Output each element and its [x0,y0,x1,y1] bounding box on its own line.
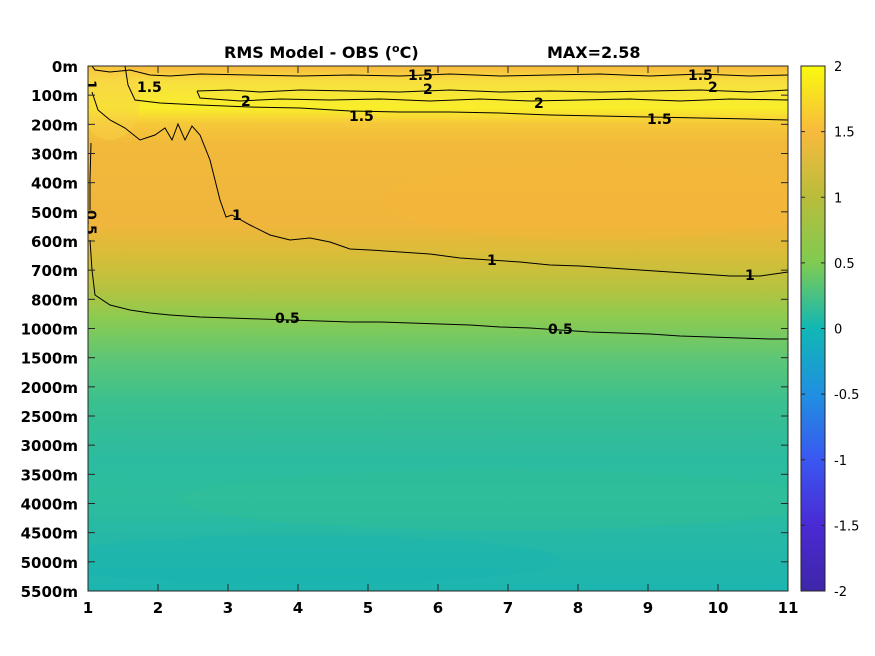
x-tick-label: 3 [223,599,233,617]
field-area: 1.5 2 1.5 2 2 1.5 2 1.5 1.5 1 1 1 0.5 0.… [82,66,788,591]
y-tick-label: 500m [31,204,78,222]
contour-label-1-5: 1.5 [349,109,374,125]
colorbar-tick-label: 2 [834,60,842,75]
y-tick-label: 700m [31,262,78,280]
contour-label-0-5: 0.5 [82,210,98,235]
y-tick-label: 1500m [21,350,78,368]
colorbar-tick-label: -0.5 [834,388,859,403]
contour-label-2: 2 [534,96,544,112]
colorbar-tick-label: -1.5 [834,519,859,534]
colorbar-tick-label: 1 [834,191,842,206]
x-tick-label: 1 [83,599,93,617]
x-tick-label: 8 [573,599,583,617]
colorbar-tick-label: 1.5 [834,126,855,141]
contour-label-2: 2 [423,82,433,98]
x-tick-label: 2 [153,599,163,617]
field-patch [380,160,788,240]
contour-line-1-5 [124,66,788,121]
y-tick-label: 3500m [21,466,78,484]
colorbar-tick-label: -2 [834,585,847,600]
contour-label-2: 2 [708,80,718,96]
y-axis: 0m100m200m300m400m500m600m700m800m1000m1… [21,58,788,601]
svg-text:RMS Model - OBS (oC): RMS Model - OBS (oC) [224,42,419,62]
contour-line-1 [91,91,788,277]
y-tick-label: 5000m [21,554,78,572]
y-tick-label: 600m [31,233,78,251]
contour-label-1: 1 [487,253,497,269]
y-tick-label: 200m [31,116,78,134]
colorbar-tick-label: -1 [834,454,847,469]
field-fill [88,66,788,591]
x-axis: 1 2 3 4 5 6 7 8 9 10 11 [83,66,799,617]
colorbar-tick-label: 0.5 [834,257,855,272]
x-tick-label: 10 [708,599,729,617]
contour-label-1: 1 [82,80,98,90]
y-tick-label: 800m [31,291,78,309]
contour-label-1: 1 [232,208,242,224]
y-tick-label: 100m [31,87,78,105]
contour-line-2 [196,89,788,102]
y-tick-label: 1000m [21,321,78,339]
y-tick-label: 5500m [21,583,78,601]
x-tick-label: 7 [503,599,513,617]
x-tick-label: 5 [363,599,373,617]
contour-label-2: 2 [241,94,251,110]
y-tick-label: 2000m [21,379,78,397]
field-patch [88,535,560,585]
contour-label-1-5: 1.5 [688,68,713,84]
field-patch [88,66,140,140]
contour-label-1-5: 1.5 [408,68,433,84]
y-tick-label: 400m [31,175,78,193]
x-tick-label: 9 [643,599,653,617]
y-tick-label: 0m [52,58,78,76]
field-patch [180,470,788,530]
colorbar-axis: 2 1.5 1 0.5 0 -0.5 -1 -1.5 -2 [801,60,859,600]
y-tick-label: 4000m [21,496,78,514]
x-tick-label: 4 [293,599,303,617]
contour-label-1: 1 [745,268,755,284]
contour-label-1-5: 1.5 [647,112,672,128]
contour-line-0-5 [89,142,788,340]
contour-label-0-5: 0.5 [548,322,573,338]
contour-label-1-5: 1.5 [137,80,162,96]
contour-label-0-5: 0.5 [275,311,300,327]
y-tick-label: 2500m [21,408,78,426]
contour-line-1-5-top [91,66,788,77]
colorbar-tick-label: 0 [834,323,842,338]
y-tick-label: 4500m [21,525,78,543]
y-tick-label: 3000m [21,437,78,455]
x-tick-label: 6 [433,599,443,617]
x-tick-label: 11 [778,599,799,617]
max-label: MAX=2.58 [547,43,641,62]
y-tick-label: 300m [31,146,78,164]
chart-title: RMS Model - OBS (oC) [224,42,419,62]
